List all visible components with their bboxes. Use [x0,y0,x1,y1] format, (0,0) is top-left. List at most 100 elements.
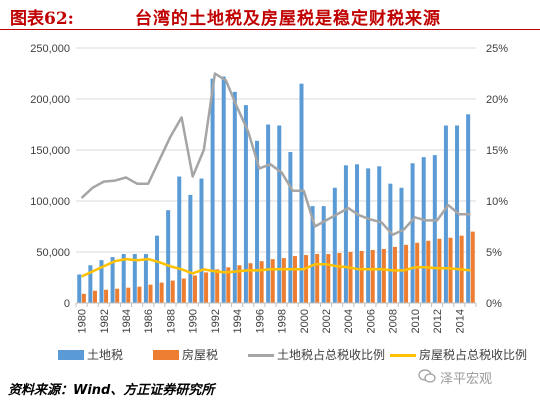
series-lines [80,72,471,278]
bar-house-tax [170,280,175,303]
x-tick-label: 2012 [432,309,444,333]
x-tick-label: 2006 [365,309,377,333]
bar-house-tax [148,284,153,303]
figure-label: 图表62: [10,9,74,29]
bar-land-tax [199,178,204,303]
bar-house-tax [437,238,442,303]
x-tick-label: 1980 [77,309,89,333]
legend-swatch [248,354,274,357]
bar-land-tax [255,140,260,303]
bar-house-tax [370,249,375,303]
x-tick-label: 1986 [143,309,155,333]
y-left-tick-label: 100,000 [30,196,70,208]
bar-land-tax [399,187,404,303]
bar-land-tax [177,176,182,303]
bar-house-tax [270,259,275,303]
y-axis-right: 0% 5% 10% 15% 20% 25% [486,43,508,310]
bar-house-tax [115,288,120,303]
bar-house-tax [448,237,453,303]
x-tick-label: 2004 [343,309,355,333]
x-tick-label: 1990 [188,309,200,333]
y-right-tick-label: 0% [486,298,502,310]
bar-land-tax [143,254,148,303]
y-axis-left: 0 50,000 100,000 150,000 200,000 250,000 [30,43,70,310]
y-left-tick-label: 150,000 [30,145,70,157]
bars [77,76,475,304]
bar-land-tax [377,166,382,303]
bar-house-tax [259,261,264,303]
bar-house-tax [326,254,331,303]
x-tick-label: 1984 [121,309,133,333]
y-right-tick-label: 20% [486,94,508,106]
bar-house-tax [81,293,86,303]
bar-land-tax [332,187,337,303]
bar-land-tax [188,194,193,303]
bar-house-tax [137,286,142,303]
bar-land-tax [277,125,282,304]
x-tick-label: 1988 [165,309,177,333]
y-right-tick-label: 25% [486,43,508,55]
bar-house-tax [292,256,297,303]
bar-land-tax [310,206,315,303]
bar-house-tax [204,272,209,303]
x-tick-label: 2010 [410,309,422,333]
bar-house-tax [237,265,242,303]
watermark: 泽平宏观 [440,372,493,387]
bar-house-tax [359,250,364,303]
x-tick-label: 2008 [388,309,400,333]
chart-canvas: 0 50,000 100,000 150,000 200,000 250,000 0% 5%… [30,43,508,333]
x-tick-label: 1992 [210,309,222,333]
x-tick-label: 1998 [277,309,289,333]
bar-house-tax [248,263,253,303]
bar-land-tax [455,125,460,304]
source-note: 资料来源：Wind、方正证券研究所 [8,383,215,398]
bar-house-tax [315,254,320,303]
bar-land-tax [355,164,360,303]
x-tick-label: 2014 [454,309,466,333]
bar-land-tax [77,274,82,303]
x-tick-label: 1982 [99,309,111,333]
bar-house-tax [192,275,197,303]
bar-house-tax [304,255,309,303]
chart-title: 台湾的土地税及房屋税是稳定财税来源 [135,9,441,29]
bar-land-tax [132,254,137,303]
bar-land-tax [466,114,471,303]
bar-house-tax [392,246,397,303]
bar-land-tax [88,265,93,303]
bar-land-tax [443,125,448,304]
line-land-share [80,72,471,236]
y-left-tick-label: 50,000 [36,247,70,259]
bar-house-tax [126,287,131,303]
bar-land-tax [99,260,104,303]
bar-land-tax [299,83,304,303]
bar-land-tax [421,157,426,303]
bar-house-tax [92,290,97,303]
y-right-tick-label: 5% [486,247,502,259]
x-tick-label: 1996 [254,309,266,333]
bar-land-tax [388,183,393,303]
bar-house-tax [181,278,186,303]
bar-house-tax [404,244,409,303]
bar-land-tax [366,168,371,303]
y-left-tick-label: 250,000 [30,43,70,55]
legend-label: 房屋税 [182,348,219,362]
bar-house-tax [337,253,342,303]
legend-label: 房屋税占总税收比例 [419,348,528,362]
bar-land-tax [432,155,437,303]
bar-land-tax [166,210,171,303]
x-tick-label: 1994 [232,309,244,333]
line-house-share [81,257,471,278]
bar-house-tax [415,242,420,303]
bar-land-tax [321,206,326,303]
y-right-tick-label: 15% [486,145,508,157]
legend: 土地税 房屋税 土地税占总税收比例 房屋税占总税收比例 [58,347,538,363]
bar-land-tax [221,76,226,303]
y-left-tick-label: 0 [64,298,70,310]
bar-land-tax [110,257,115,303]
bar-house-tax [348,252,353,303]
bar-house-tax [215,269,220,303]
figure-header: 图表62: 台湾的土地税及房屋税是稳定财税来源 [0,0,540,30]
legend-label: 土地税 [87,348,124,362]
bar-house-tax [104,289,109,303]
bar-land-tax [288,152,293,303]
